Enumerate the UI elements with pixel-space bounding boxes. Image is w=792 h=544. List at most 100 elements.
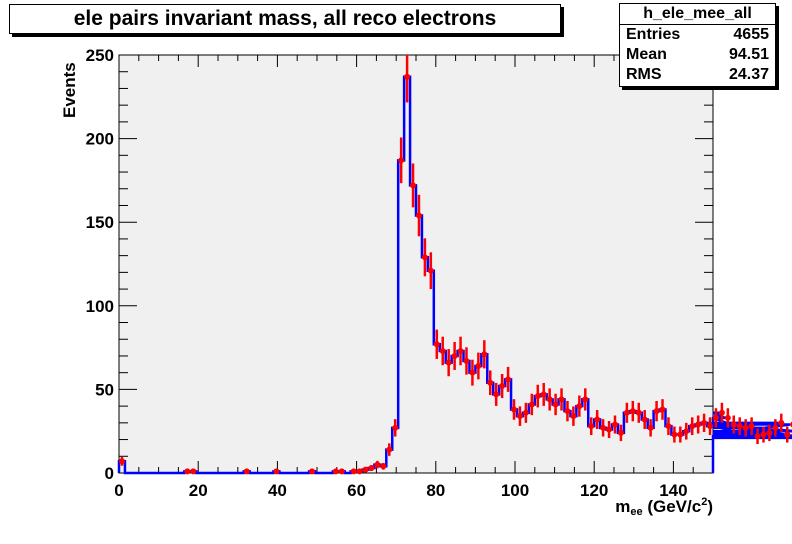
data-points [118, 55, 792, 475]
data-point [701, 413, 708, 432]
data-point [617, 424, 624, 442]
data-point [528, 393, 535, 416]
y-tick-label: 100 [86, 297, 114, 316]
x-tick-label: 80 [426, 481, 445, 500]
data-point [742, 419, 749, 437]
data-point [683, 422, 690, 440]
data-point [629, 400, 636, 422]
data-point [748, 417, 755, 436]
data-point [427, 252, 434, 290]
data-point [772, 419, 779, 437]
data-point [647, 419, 654, 437]
data-point [398, 137, 405, 184]
data-point [499, 373, 506, 399]
y-axis-label: Events [60, 62, 79, 118]
data-point [368, 464, 375, 471]
data-point [350, 468, 357, 475]
x-tick-label: 140 [659, 481, 687, 500]
data-point [671, 426, 678, 443]
data-point [516, 406, 523, 426]
stats-name: h_ele_mee_all [620, 4, 775, 25]
x-axis-label: mee (GeV/c2) [615, 496, 713, 518]
data-point [736, 417, 743, 436]
data-point [433, 329, 440, 359]
x-tick-labels: 0 20 40 60 80 100 120 140 [114, 481, 687, 500]
data-point [439, 336, 446, 366]
data-point [410, 163, 417, 208]
data-point [677, 426, 684, 443]
data-point [724, 408, 731, 428]
data-point [570, 406, 577, 426]
data-point [659, 399, 666, 420]
data-point [243, 468, 250, 475]
data-point [511, 399, 518, 420]
data-point [338, 468, 345, 475]
data-point [784, 426, 791, 443]
data-point [558, 388, 565, 411]
data-point [522, 402, 529, 423]
data-point [546, 388, 553, 411]
data-point [487, 370, 494, 395]
data-point [457, 336, 464, 366]
data-point [534, 384, 541, 408]
data-point [600, 419, 607, 437]
data-point [760, 426, 767, 443]
data-point [653, 400, 660, 422]
data-point [332, 468, 339, 475]
data-point [778, 413, 785, 432]
x-tick-label: 20 [189, 481, 208, 500]
data-point [309, 468, 316, 475]
stats-row-entries: Entries 4655 [626, 26, 769, 43]
data-point [415, 194, 422, 237]
data-point [754, 428, 761, 445]
data-point [712, 408, 719, 428]
chart-title: ele pairs invariant mass, all reco elect… [9, 4, 561, 34]
data-point [540, 382, 547, 406]
data-point [576, 395, 583, 417]
data-point [184, 468, 191, 475]
data-point [635, 402, 642, 423]
data-point [380, 462, 387, 470]
data-point [356, 468, 363, 475]
stats-row-rms: RMS 24.37 [626, 66, 769, 83]
x-tick-label: 120 [580, 481, 608, 500]
data-point [475, 352, 482, 380]
plot-frame [118, 54, 714, 474]
data-point [611, 415, 618, 434]
data-point [588, 417, 595, 436]
x-tick-label: 100 [501, 481, 529, 500]
x-tick-label: 40 [268, 481, 287, 500]
data-point [469, 359, 476, 386]
x-tick-label: 60 [347, 481, 366, 500]
y-tick-label: 50 [95, 380, 114, 399]
data-point [273, 468, 280, 475]
x-tick-label: 0 [114, 481, 123, 500]
y-tick-labels: 0 50 100 150 200 250 [86, 46, 114, 483]
data-point [421, 238, 428, 277]
data-point [386, 443, 393, 456]
y-tick-label: 250 [86, 46, 114, 65]
data-point [445, 349, 452, 377]
data-point [594, 410, 601, 429]
data-point [404, 55, 411, 103]
data-point [392, 419, 399, 437]
y-tick-label: 200 [86, 130, 114, 149]
data-point [362, 466, 369, 473]
data-point [374, 460, 381, 469]
data-point [718, 402, 725, 423]
data-point [552, 393, 559, 416]
data-point [190, 468, 197, 475]
data-point [481, 340, 488, 369]
y-tick-label: 0 [105, 464, 114, 483]
data-point [641, 410, 648, 429]
data-point [766, 424, 773, 442]
stats-row-mean: Mean 94.51 [626, 46, 769, 63]
data-point [463, 347, 470, 375]
data-point [564, 400, 571, 422]
data-point [623, 402, 630, 423]
data-point [707, 417, 714, 436]
data-point [493, 382, 500, 406]
stats-box: h_ele_mee_all Entries 4655 Mean 94.51 RMS 2… [619, 3, 776, 87]
data-point [451, 341, 458, 370]
